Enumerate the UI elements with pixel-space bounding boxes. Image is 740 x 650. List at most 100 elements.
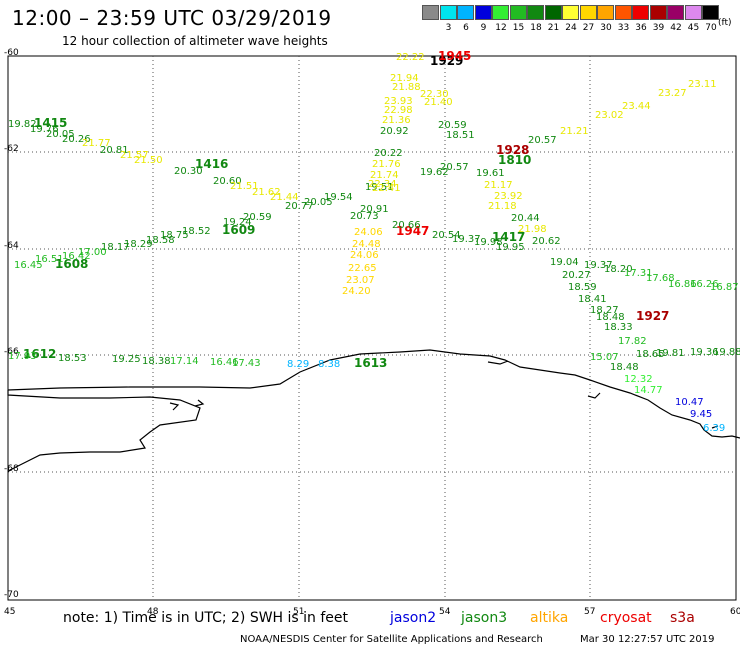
colorbar-label: 21: [547, 23, 560, 33]
colorbar-label: 33: [617, 23, 630, 33]
wave-height-reading: 18.58: [146, 235, 175, 246]
legend-note: note: 1) Time is in UTC; 2) SWH is in fe…: [63, 610, 349, 626]
wave-height-reading: 21.74: [370, 170, 399, 181]
colorbar-swatch: [544, 5, 562, 20]
colorbar-swatch: [422, 5, 439, 20]
colorbar-swatch: [579, 5, 597, 20]
wave-height-reading: 17.31: [624, 268, 653, 279]
wave-height-reading: 16.86: [668, 279, 697, 290]
wave-height-reading: 18.38: [142, 356, 171, 367]
wave-height-reading: 6.39: [703, 423, 725, 434]
wave-height-reading: 19.04: [550, 257, 579, 268]
colorbar-label: 27: [582, 23, 595, 33]
wave-height-reading: 18.59: [568, 282, 597, 293]
wave-height-reading: 19.61: [476, 168, 505, 179]
colorbar-label: 24: [565, 23, 577, 33]
colorbar-label: 39: [652, 23, 665, 33]
colorbar-swatch: [562, 5, 579, 20]
wave-height-reading: 21.17: [484, 180, 513, 191]
wave-height-reading: 21.40: [424, 97, 453, 108]
colorbar-swatch: [474, 5, 492, 20]
map-subtitle: 12 hour collection of altimeter wave hei…: [62, 34, 328, 48]
wave-height-reading: 18.41: [578, 294, 607, 305]
latitude-label: -70: [4, 590, 19, 600]
wave-height-reading: 22.22: [396, 52, 425, 63]
wave-height-reading: 10.47: [675, 397, 704, 408]
wave-height-reading: 20.05: [304, 197, 333, 208]
wave-height-reading: 14.77: [634, 385, 663, 396]
wave-height-reading: 20.73: [350, 211, 379, 222]
wave-height-reading: 17.68: [646, 273, 675, 284]
colorbar-swatch: [509, 5, 527, 20]
wave-height-reading: 18.17: [101, 242, 130, 253]
latitude-label: -64: [4, 241, 19, 251]
map-title: 12:00 – 23:59 UTC 03/29/2019: [12, 6, 332, 30]
wave-height-reading: 20.30: [174, 166, 203, 177]
pass-time-label: 1613: [354, 356, 387, 370]
wave-height-reading: 22.65: [348, 263, 377, 274]
wave-height-reading: 18.53: [58, 353, 87, 364]
wave-height-reading: 19.82: [8, 119, 37, 130]
wave-height-reading: 16.51: [35, 254, 64, 265]
wave-height-reading: 23.27: [658, 88, 687, 99]
wave-height-reading: 21.21: [560, 126, 589, 137]
wave-height-reading: 24.06: [350, 250, 379, 261]
wave-height-reading: 17.14: [170, 356, 199, 367]
wave-height-reading: 17.43: [232, 358, 261, 369]
wave-height-reading: 17.93: [8, 351, 37, 362]
wave-height-reading: 19.62: [420, 167, 449, 178]
wave-height-reading: 15.07: [590, 352, 619, 363]
colorbar-swatch: [457, 5, 474, 20]
pass-time-label: 1608: [55, 257, 88, 271]
wave-height-reading: 16.45: [14, 260, 43, 271]
legend-altika: altika: [530, 610, 569, 626]
colorbar-label: 18: [530, 23, 542, 33]
longitude-label: 57: [584, 607, 595, 617]
wave-height-reading: 18.75: [160, 230, 189, 241]
wave-height-reading: 23.11: [688, 79, 717, 90]
wave-height-reading: 21.44: [270, 192, 299, 203]
wave-height-reading: 21.50: [134, 155, 163, 166]
wave-height-reading: 24.20: [342, 286, 371, 297]
wave-height-reading: 8.29: [287, 359, 309, 370]
wave-height-reading: 21.18: [488, 201, 517, 212]
wave-height-reading: 20.57: [440, 162, 469, 173]
wave-height-reading: 17.00: [78, 247, 107, 258]
wave-height-reading: 24.06: [354, 227, 383, 238]
longitude-label: 48: [147, 607, 159, 617]
colorbar-unit: (ft): [718, 18, 732, 28]
wave-height-reading: 19.36: [690, 347, 719, 358]
colorbar-label: 3: [445, 23, 452, 33]
legend-cryosat: cryosat: [600, 610, 652, 626]
wave-height-reading: 20.54: [432, 230, 461, 241]
wave-height-reading: 18.65: [636, 349, 665, 360]
longitude-label: 60: [730, 607, 740, 617]
wave-height-reading: 23.02: [595, 110, 624, 121]
wave-height-reading: 20.59: [243, 212, 272, 223]
colorbar-swatch: [632, 5, 649, 20]
wave-height-reading: 16.46: [210, 357, 239, 368]
colorbar-label: 42: [670, 23, 682, 33]
colorbar-label: 15: [512, 23, 525, 33]
wave-height-reading: 18.33: [604, 322, 633, 333]
wave-height-reading: 19.76: [30, 124, 59, 135]
colorbar-swatch: [527, 5, 544, 20]
wave-height-reading: 21.57: [120, 150, 149, 161]
wave-height-reading: 20.05: [46, 129, 75, 140]
colorbar-label: 6: [463, 23, 469, 33]
pass-time-label: 1947: [396, 224, 429, 238]
longitude-label: 45: [4, 607, 15, 617]
wave-height-reading: 20.62: [532, 236, 561, 247]
colorbar-label: 45: [687, 23, 700, 33]
wave-height-reading: 21.88: [392, 82, 421, 93]
wave-height-reading: 21.77: [82, 138, 111, 149]
wave-height-reading: 21.94: [390, 73, 419, 84]
wave-height-reading: 18.52: [182, 226, 211, 237]
wave-height-reading: 19.54: [324, 192, 353, 203]
wave-height-reading: 18.27: [590, 305, 619, 316]
colorbar-swatch: [597, 5, 614, 20]
wave-height-reading: 23.93: [384, 96, 413, 107]
wave-height-reading: 18.48: [610, 362, 639, 373]
wave-height-reading: 20.22: [374, 148, 403, 159]
latitude-label: -60: [4, 48, 19, 58]
